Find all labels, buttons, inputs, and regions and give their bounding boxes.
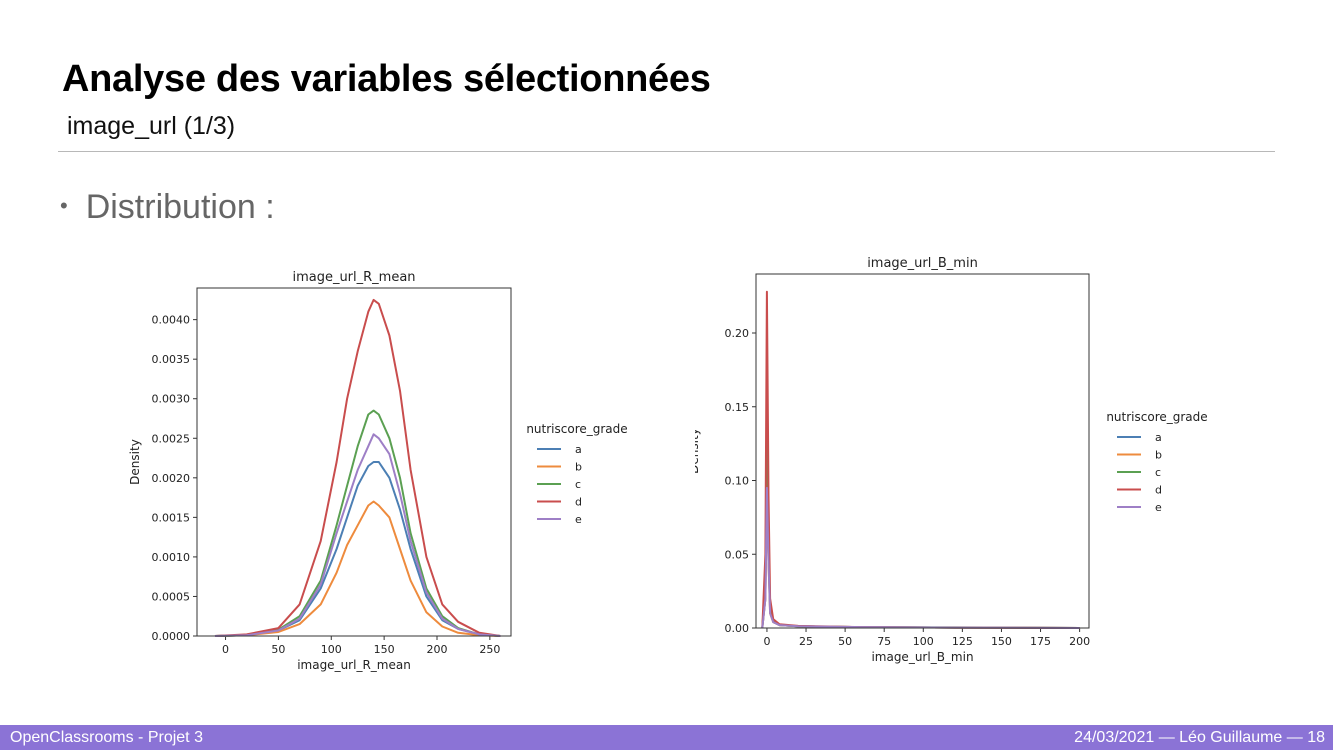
- chart-title: image_url_B_min: [867, 256, 978, 271]
- legend-title: nutriscore_grade: [526, 422, 627, 436]
- chart-image-url-b-min: image_url_B_min 0.00 0.05 0.10 0.15 0.20 0 25 50…: [687, 248, 1225, 678]
- title-divider: [58, 151, 1275, 152]
- series-line-b: [214, 500, 501, 637]
- y-tick-label: 0.10: [725, 475, 750, 488]
- x-tick-label: 75: [877, 635, 891, 648]
- legend-entry-b: b: [1155, 449, 1162, 462]
- chart-image-url-r-mean: image_url_R_mean 0.0000 0.0005 0.0010 0.0015…: [125, 262, 645, 682]
- y-tick-label: 0.00: [725, 622, 750, 635]
- x-tick-label: 175: [1030, 635, 1051, 648]
- x-tick-label: 150: [991, 635, 1012, 648]
- y-tick-label: 0.05: [725, 548, 750, 561]
- chart-svg: image_url_B_min 0.00 0.05 0.10 0.15 0.20 0 25 50…: [687, 256, 1208, 664]
- legend-entry-a: a: [1155, 431, 1162, 444]
- chart-svg: image_url_R_mean 0.0000 0.0005 0.0010 0.0015…: [128, 270, 628, 672]
- x-tick-label: 250: [479, 643, 500, 656]
- series-line-d: [214, 298, 501, 637]
- y-axis-label: Density: [128, 439, 142, 485]
- plot-frame: [196, 287, 512, 637]
- legend-entry-c: c: [1155, 466, 1161, 479]
- y-tick-label: 0.0025: [152, 432, 191, 445]
- y-tick-label: 0.15: [725, 401, 750, 414]
- y-tick-label: 0.20: [725, 327, 750, 340]
- x-tick-label: 50: [838, 635, 852, 648]
- bullet-text: Distribution :: [85, 188, 275, 226]
- series-line-a: [214, 461, 501, 637]
- series-line-a: [761, 479, 1080, 629]
- x-axis-label: image_url_R_mean: [297, 658, 411, 672]
- x-tick-label: 125: [952, 635, 973, 648]
- series-line-b: [761, 494, 1080, 629]
- x-tick-label: 0: [763, 635, 770, 648]
- slide-subtitle: image_url (1/3): [67, 112, 236, 140]
- legend-entry-e: e: [1155, 501, 1162, 514]
- legend-entry-e: e: [575, 513, 582, 526]
- x-tick-label: 0: [222, 643, 229, 656]
- legend-entry-a: a: [575, 443, 582, 456]
- series-line-c: [761, 427, 1080, 629]
- x-tick-label: 100: [321, 643, 342, 656]
- y-tick-label: 0.0040: [152, 314, 191, 327]
- y-tick-label: 0.0020: [152, 472, 191, 485]
- x-tick-label: 100: [913, 635, 934, 648]
- x-tick-label: 50: [271, 643, 285, 656]
- legend-entry-d: d: [575, 496, 582, 509]
- x-tick-label: 150: [374, 643, 395, 656]
- bullet-dot-icon: •: [60, 193, 68, 218]
- series-line-e: [761, 486, 1080, 629]
- x-tick-label: 200: [426, 643, 447, 656]
- x-tick-label: 200: [1069, 635, 1090, 648]
- x-axis-label: image_url_B_min: [871, 650, 973, 664]
- footer-bar: OpenClassrooms - Projet 3 24/03/2021 — L…: [0, 725, 1333, 750]
- slide-title: Analyse des variables sélectionnées: [62, 58, 711, 100]
- plot-frame: [755, 273, 1090, 629]
- chart-title: image_url_R_mean: [292, 270, 415, 285]
- legend-entry-b: b: [575, 461, 582, 474]
- series-line-e: [214, 433, 501, 637]
- legend-entry-c: c: [575, 478, 581, 491]
- footer-left-text: OpenClassrooms - Projet 3: [10, 729, 203, 746]
- bullet-item: • Distribution :: [60, 188, 275, 227]
- y-tick-label: 0.0000: [152, 630, 191, 643]
- x-tick-label: 25: [799, 635, 813, 648]
- y-axis-label: Density: [695, 428, 701, 474]
- y-tick-label: 0.0035: [152, 353, 191, 366]
- y-tick-label: 0.0005: [152, 590, 191, 603]
- y-tick-label: 0.0030: [152, 393, 191, 406]
- series-line-c: [214, 409, 501, 637]
- series-line-d: [761, 290, 1080, 629]
- legend-entry-d: d: [1155, 484, 1162, 497]
- y-tick-label: 0.0015: [152, 511, 191, 524]
- footer-right-text: 24/03/2021 — Léo Guillaume — 18: [1074, 729, 1325, 746]
- y-tick-label: 0.0010: [152, 551, 191, 564]
- legend-title: nutriscore_grade: [1106, 410, 1207, 424]
